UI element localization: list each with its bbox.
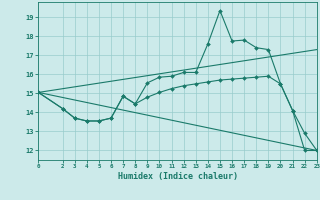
X-axis label: Humidex (Indice chaleur): Humidex (Indice chaleur) <box>118 172 238 181</box>
